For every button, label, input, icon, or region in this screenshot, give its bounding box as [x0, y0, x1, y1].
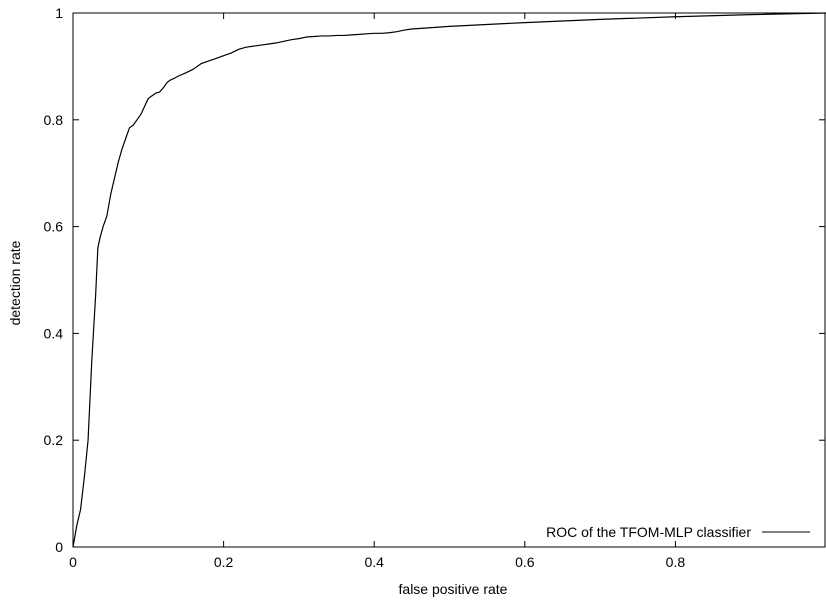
y-tick-label: 0 [55, 539, 63, 555]
y-tick-label: 0.8 [44, 112, 64, 128]
y-tick-label: 0.2 [44, 432, 64, 448]
legend: ROC of the TFOM-MLP classifier [546, 524, 810, 540]
series-layer [72, 12, 826, 548]
ticks-layer: 0 0.2 0.4 0.6 0.8 0 0.2 0.4 0.6 0.8 1 [44, 5, 825, 570]
plot-frame [72, 12, 826, 548]
legend-label: ROC of the TFOM-MLP classifier [546, 524, 751, 540]
series-line-roc [72, 12, 826, 548]
x-axis-label: false positive rate [399, 581, 508, 597]
y-tick-label: 1 [55, 5, 63, 21]
y-axis-label: detection rate [7, 240, 23, 325]
x-tick-label: 0.6 [515, 554, 535, 570]
y-tick-label: 0.6 [44, 219, 64, 235]
x-tick-label: 0.8 [666, 554, 686, 570]
x-tick-label: 0.4 [364, 554, 384, 570]
x-tick-label: 0 [69, 554, 77, 570]
axes-layer [72, 12, 826, 548]
y-tick-label: 0.4 [44, 325, 64, 341]
x-tick-label: 0.2 [214, 554, 234, 570]
